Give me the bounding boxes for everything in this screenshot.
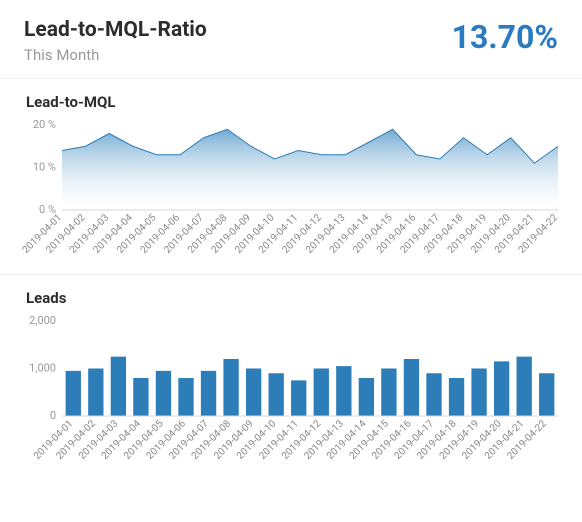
card-title: Lead-to-MQL-Ratio (24, 18, 207, 42)
bar (88, 369, 103, 417)
y-tick-label: 2,000 (29, 314, 56, 327)
bar-chart-title: Leads (26, 289, 564, 307)
bar (471, 369, 486, 417)
bar (246, 369, 261, 417)
y-tick-label: 0 (50, 409, 56, 422)
kpi-value: 13.70% (452, 18, 558, 56)
area-chart-title: Lead-to-MQL (26, 93, 564, 111)
area-chart-section: Lead-to-MQL 0 %10 %20 %2019-04-012019-04… (0, 79, 582, 270)
card-subtitle: This Month (24, 46, 207, 64)
bar (314, 369, 329, 417)
bar (517, 357, 532, 416)
bar (449, 378, 464, 416)
header-left: Lead-to-MQL-Ratio This Month (24, 18, 207, 64)
y-tick-label: 20 % (33, 118, 56, 131)
bar (291, 380, 306, 416)
area-chart-wrap: 0 %10 %20 %2019-04-012019-04-022019-04-0… (18, 113, 564, 268)
y-tick-label: 10 % (33, 161, 56, 174)
area-chart: 0 %10 %20 %2019-04-012019-04-022019-04-0… (18, 113, 564, 268)
bar (359, 378, 374, 416)
bar (178, 378, 193, 416)
bar (66, 371, 81, 416)
bar (201, 371, 216, 416)
bar (133, 378, 148, 416)
bar (336, 366, 351, 416)
y-tick-label: 1,000 (29, 362, 56, 375)
card-header: Lead-to-MQL-Ratio This Month 13.70% (0, 0, 582, 79)
bar (539, 373, 554, 416)
dashboard-card: Lead-to-MQL-Ratio This Month 13.70% Lead… (0, 0, 582, 522)
area-fill (62, 129, 558, 210)
bar (269, 373, 284, 416)
bar (426, 373, 441, 416)
bar-chart-section: Leads 01,0002,0002019-04-012019-04-02201… (0, 274, 582, 476)
bar (156, 371, 171, 416)
bar (111, 357, 126, 416)
bar (381, 369, 396, 417)
bar (404, 359, 419, 416)
bar-chart-wrap: 01,0002,0002019-04-012019-04-022019-04-0… (18, 309, 564, 474)
bar (223, 359, 238, 416)
bar-chart: 01,0002,0002019-04-012019-04-022019-04-0… (18, 309, 564, 474)
bar (494, 361, 509, 416)
